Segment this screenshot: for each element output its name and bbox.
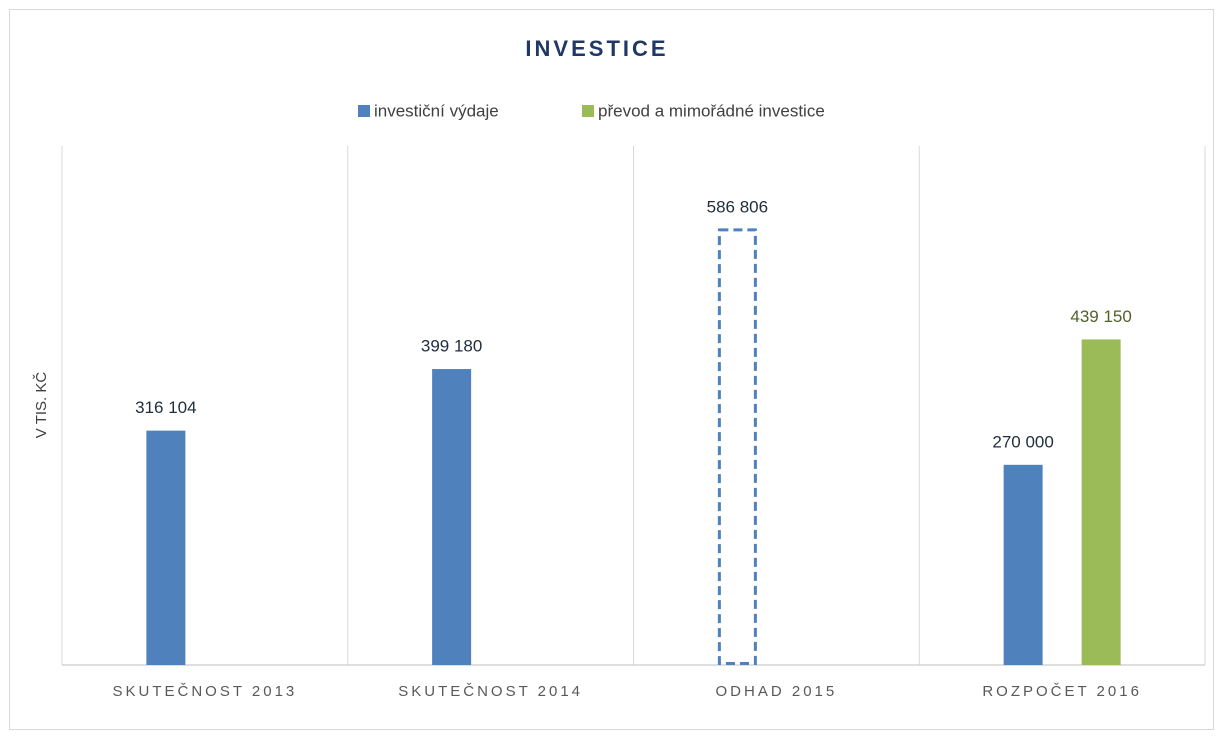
bar bbox=[1081, 339, 1121, 665]
x-tick-label: SKUTEČNOST 2013 bbox=[112, 683, 297, 700]
legend-swatch bbox=[582, 105, 594, 117]
x-tick-label: SKUTEČNOST 2014 bbox=[398, 683, 583, 700]
legend-label: investiční výdaje bbox=[374, 101, 499, 120]
chart-title: INVESTICE bbox=[525, 36, 668, 61]
bar bbox=[1003, 464, 1043, 665]
x-tick-label: ROZPOČET 2016 bbox=[982, 683, 1142, 700]
data-label: 316 104 bbox=[135, 398, 196, 417]
bar bbox=[146, 430, 186, 665]
legend-swatch bbox=[358, 105, 370, 117]
data-label: 270 000 bbox=[992, 432, 1053, 451]
x-tick-label: ODHAD 2015 bbox=[716, 683, 838, 700]
data-label: 399 180 bbox=[421, 337, 482, 356]
bar bbox=[432, 369, 472, 665]
bar bbox=[717, 228, 757, 665]
data-label: 586 806 bbox=[707, 197, 768, 216]
legend-label: převod a mimořádné investice bbox=[598, 101, 825, 120]
y-axis-label: V TIS. KČ bbox=[33, 372, 50, 439]
data-label: 439 150 bbox=[1070, 307, 1131, 326]
